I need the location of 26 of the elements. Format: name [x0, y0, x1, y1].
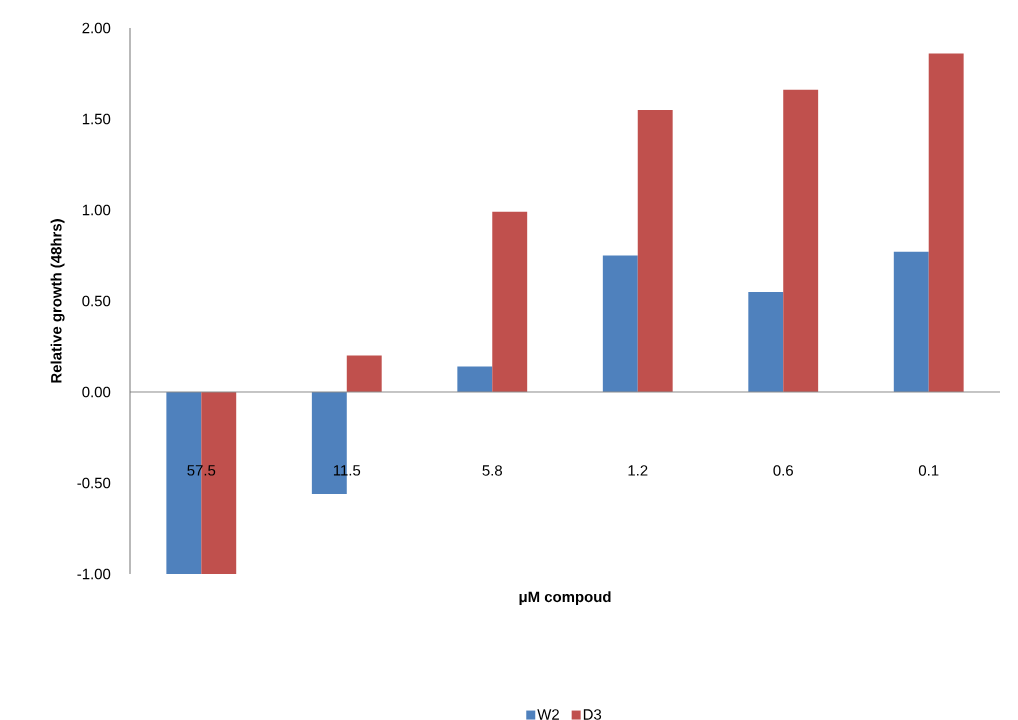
bar	[928, 53, 964, 392]
y-tick-label: 1.50	[82, 113, 111, 125]
y-axis-title: Relative growth (48hrs)	[50, 219, 65, 383]
legend-label: W2	[537, 709, 559, 720]
x-tick-label: 1.2	[628, 465, 648, 476]
y-tick-label: -0.50	[77, 477, 111, 489]
x-tick-label: 57.5	[187, 465, 216, 476]
y-tick-label: 1.00	[82, 204, 111, 216]
bar	[457, 366, 493, 392]
y-tick-label: 0.00	[82, 386, 111, 398]
bar	[893, 251, 929, 392]
bar	[346, 355, 382, 392]
x-tick-label: 0.1	[918, 465, 939, 476]
x-tick-label: 0.6	[773, 465, 793, 476]
bar	[602, 255, 638, 392]
x-axis-title: μM compoud	[519, 591, 611, 606]
bar	[492, 211, 528, 392]
bar	[748, 291, 784, 392]
bar	[783, 89, 819, 392]
x-tick-label: 5.8	[482, 465, 502, 476]
x-tick-label: 11.5	[333, 465, 361, 476]
y-tick-label: -1.00	[77, 568, 111, 580]
y-tick-label: 0.50	[82, 295, 111, 307]
y-tick-label: 2.00	[82, 22, 111, 34]
bar	[637, 109, 673, 392]
legend-label: D3	[583, 709, 602, 720]
